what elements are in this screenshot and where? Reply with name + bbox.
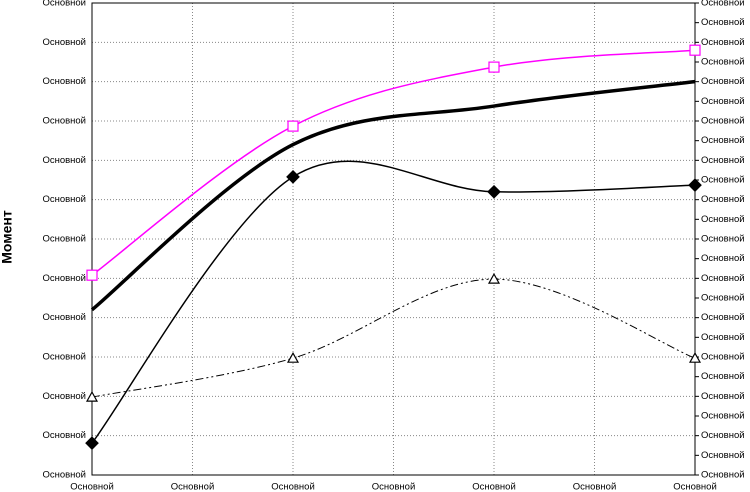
y-tick-label: Основной — [42, 0, 86, 9]
point — [286, 351, 300, 363]
y-tick-label: Основной — [42, 37, 86, 48]
y-tick-label: Основной — [42, 116, 86, 127]
point — [286, 170, 300, 184]
x-tick-label: Основной — [372, 482, 416, 492]
y2-tick-label: Основной — [701, 194, 745, 205]
x-tick-label: Основной — [171, 482, 215, 492]
y2-tick-label: Основной — [701, 352, 745, 363]
point — [688, 351, 702, 363]
y-tick-label: Основной — [42, 273, 86, 284]
y2-tick-label: Основной — [701, 253, 745, 264]
point — [287, 120, 299, 132]
plot-frame — [91, 2, 696, 476]
y-tick-label: Основной — [42, 470, 86, 481]
y2-tick-label: Основной — [701, 57, 745, 68]
x-tick-label: Основной — [472, 482, 516, 492]
x-tick-label: Основной — [573, 482, 617, 492]
y-tick-label: Основной — [42, 352, 86, 363]
y-tick-label: Основной — [42, 76, 86, 87]
y2-tick-label: Основной — [701, 371, 745, 382]
x-tick-label: Основной — [673, 482, 717, 492]
x-tick-label: Основной — [70, 482, 114, 492]
y2-tick-label: Основной — [701, 214, 745, 225]
y-tick-label: Основной — [42, 194, 86, 205]
y-tick-label: Основной — [42, 391, 86, 402]
series-line — [90, 79, 696, 312]
y2-tick-label: Основной — [701, 273, 745, 284]
series-line — [91, 160, 696, 444]
series-line — [91, 49, 696, 276]
y2-tick-label: Основной — [701, 234, 745, 245]
y2-tick-label: Основной — [701, 0, 745, 9]
y2-tick-label: Основной — [701, 17, 745, 28]
y2-tick-label: Основной — [701, 312, 745, 323]
y2-tick-label: Основной — [701, 135, 745, 146]
y2-tick-label: Основной — [701, 430, 745, 441]
y2-tick-label: Основной — [701, 391, 745, 402]
point — [487, 184, 501, 199]
y2-tick-label: Основной — [701, 411, 745, 422]
y2-tick-label: Основной — [701, 470, 745, 481]
point — [689, 44, 701, 56]
y2-tick-label: Основной — [701, 116, 745, 127]
y2-tick-label: Основной — [701, 175, 745, 186]
point — [85, 390, 99, 402]
y-axis-title: Момент — [0, 210, 15, 264]
point — [487, 272, 501, 284]
y-tick-label: Основной — [42, 155, 86, 166]
y-tick-label: Основной — [42, 430, 86, 441]
series-line — [91, 278, 696, 398]
x-tick-label: Основной — [271, 482, 315, 492]
point — [85, 436, 99, 450]
point — [488, 61, 500, 73]
point — [86, 269, 98, 281]
y-tick-label: Основной — [42, 312, 86, 323]
y2-tick-label: Основной — [701, 293, 745, 304]
y2-tick-label: Основной — [701, 450, 745, 461]
y2-tick-label: Основной — [701, 96, 745, 107]
y-tick-label: Основной — [42, 234, 86, 245]
y2-tick-label: Основной — [701, 332, 745, 343]
y2-tick-label: Основной — [701, 37, 745, 48]
point — [688, 178, 702, 192]
y2-tick-label: Основной — [701, 155, 745, 166]
y2-tick-label: Основной — [701, 76, 745, 87]
